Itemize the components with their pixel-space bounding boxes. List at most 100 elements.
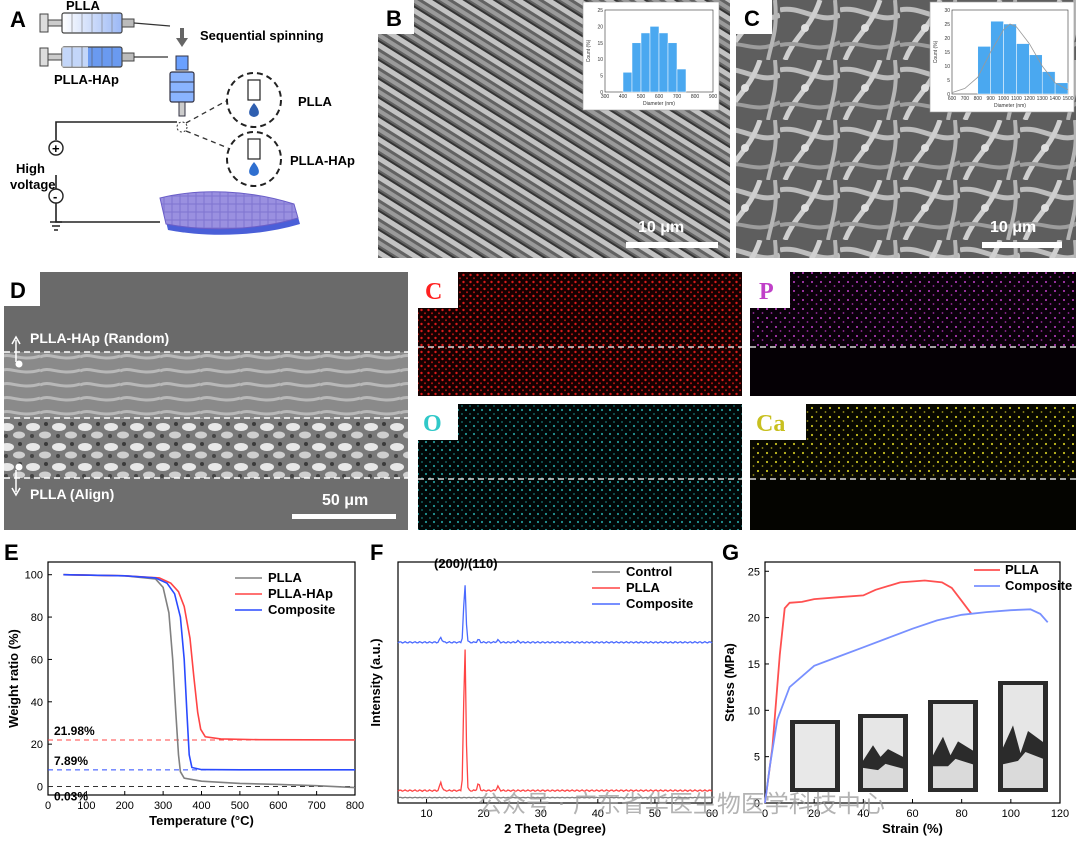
syringe-bottom-label: PLLA-HAp — [54, 72, 119, 87]
legend-label: PLLA — [268, 570, 303, 585]
watermark: 公众号 · 广东省华医生物医学科技中心 — [478, 790, 885, 818]
series-line — [764, 608, 1049, 804]
histogram-bar — [622, 72, 633, 93]
inset-x-tick: 1400 — [1050, 96, 1061, 102]
histogram-bar — [1003, 23, 1017, 95]
y-axis-title: Weight ratio (%) — [6, 629, 21, 728]
specimen-photo — [790, 720, 840, 792]
ground-icon — [50, 221, 62, 231]
x-tick-label: 700 — [307, 800, 325, 812]
x-tick-label: 50 — [649, 808, 661, 820]
syringe-plla-hap — [39, 46, 168, 68]
legend-label: PLLA — [1005, 562, 1040, 577]
x-tick-label: 600 — [269, 800, 287, 812]
panel-label-b: B — [386, 6, 402, 31]
inset-x-tick: 400 — [619, 94, 628, 100]
series-line — [397, 585, 713, 644]
x-tick-label: 60 — [906, 808, 918, 820]
histogram-bar — [977, 46, 991, 95]
process-label: Sequential spinning — [200, 28, 324, 43]
legend-label: PLLA-HAp — [268, 586, 333, 601]
inset-y-tick: 30 — [944, 8, 950, 14]
inset-x-tick: 1500 — [1062, 96, 1073, 102]
x-tick-label: 400 — [192, 800, 210, 812]
inset-x-tick: 300 — [601, 94, 610, 100]
tip-magnifier — [176, 121, 188, 133]
y-tick-label: 20 — [748, 613, 760, 625]
panel-c-label-box — [736, 0, 772, 34]
inset-y-tick: 0 — [947, 92, 950, 98]
histogram-bar — [990, 20, 1004, 95]
y-tick-label: 10 — [748, 705, 760, 717]
histogram-bar — [658, 32, 669, 93]
legend-label: Composite — [626, 596, 693, 611]
scale-bar-b — [626, 242, 718, 248]
map-label-o: O — [423, 411, 442, 437]
x-tick-label: 80 — [956, 808, 968, 820]
inset-x-tick: 700 — [961, 96, 970, 102]
series-line — [397, 796, 713, 799]
inset-y-label: Count (%) — [586, 39, 592, 62]
inset-y-tick: 25 — [944, 22, 950, 28]
eds-map-carbon: C — [418, 272, 742, 396]
inset-x-tick: 800 — [691, 94, 700, 100]
scale-bar-d-label: 50 μm — [322, 492, 368, 509]
x-tick-label: 500 — [231, 800, 249, 812]
histogram-bar — [1016, 43, 1030, 95]
inset-y-tick: 15 — [944, 50, 950, 56]
inset-x-tick: 1300 — [1037, 96, 1048, 102]
x-tick-label: 20 — [478, 808, 490, 820]
scale-bar-c — [982, 242, 1062, 248]
y-tick-label: 0 — [37, 782, 43, 794]
inset-x-tick: 800 — [974, 96, 983, 102]
series-line — [63, 573, 355, 771]
y-tick-label: 80 — [31, 612, 43, 624]
panel-label-d: D — [10, 278, 26, 303]
inset-y-tick: 20 — [944, 36, 950, 42]
eds-map-phosphorus: P — [750, 272, 1076, 396]
inset-y-tick: 25 — [597, 8, 603, 14]
x-tick-label: 120 — [1051, 808, 1069, 820]
map-label-ca: Ca — [756, 411, 785, 437]
syringe-top-label: PLLA — [66, 0, 101, 13]
inset-y-label: Count (%) — [933, 40, 939, 63]
inset-y-tick: 5 — [947, 78, 950, 84]
histogram-bar — [676, 68, 687, 93]
series-line — [397, 649, 713, 793]
map-label-p: P — [759, 279, 774, 305]
chart-e-tga: 0 100 200 300 400 500 600 700 800 0 20 40 60 80 100 Tem… — [6, 561, 364, 828]
inset-x-tick: 500 — [637, 94, 646, 100]
inset-histogram-c: 600 700 800 900 1000 1100 1200 1300 1400 1500 0 5 10… — [929, 1, 1075, 113]
panel-label-a: A — [10, 7, 26, 32]
y-axis-title: Intensity (a.u.) — [368, 638, 383, 726]
minus-terminal-icon — [48, 188, 64, 204]
bottom-layer-label: PLLA (Align) — [30, 486, 114, 502]
y-tick-label: 0 — [754, 798, 760, 810]
inset-y-tick: 15 — [597, 41, 603, 47]
top-layer-label: PLLA-HAp (Random) — [30, 330, 169, 346]
inset-x-tick: 700 — [673, 94, 682, 100]
y-tick-label: 15 — [748, 659, 760, 671]
y-axis-title: Stress (MPa) — [722, 643, 737, 722]
drop-plla-icon — [226, 72, 282, 128]
y-tick-label: 100 — [25, 570, 43, 582]
histogram-bar — [631, 42, 642, 93]
panel-d-label-box — [4, 272, 40, 306]
inset-x-tick: 900 — [986, 96, 995, 102]
specimen-photo — [858, 714, 908, 792]
legend-label: Control — [626, 564, 672, 579]
x-tick-label: 40 — [857, 808, 869, 820]
ref-label-composite: 7.89% — [54, 754, 88, 768]
inset-x-label: Diameter (nm) — [994, 103, 1026, 109]
panel-d: D PLLA-HAp (Random) PLLA (Align) 50 μm C — [4, 272, 1076, 530]
y-tick-label: 40 — [31, 697, 43, 709]
spinneret — [169, 55, 195, 117]
legend-label: PLLA — [626, 580, 661, 595]
x-tick-label: 200 — [116, 800, 134, 812]
x-tick-label: 0 — [762, 808, 768, 820]
inset-y-tick: 20 — [597, 24, 603, 30]
chart-g-tensile: 0 20 40 60 80 100 120 0 5 10 15 20 25 Strain (%) Stres… — [722, 561, 1072, 836]
plus-terminal-icon — [48, 140, 64, 156]
circuit-wire — [55, 121, 177, 223]
